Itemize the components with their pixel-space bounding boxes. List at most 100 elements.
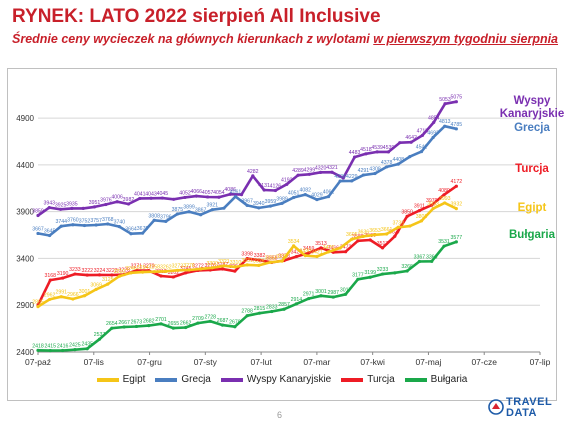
data-label: 3266: [401, 264, 413, 270]
data-label: 3757: [90, 218, 102, 224]
data-label: 2815: [254, 306, 266, 312]
data-point: [442, 244, 446, 248]
data-point: [454, 207, 458, 211]
data-point: [233, 265, 238, 269]
data-point: [273, 188, 278, 193]
data-label: 3310: [230, 260, 242, 266]
data-point: [430, 259, 434, 263]
data-point: [184, 325, 188, 330]
data-point: [307, 251, 311, 255]
data-label: 3976: [100, 198, 112, 204]
data-label: 3321: [218, 259, 230, 265]
data-label: 4045: [157, 191, 169, 197]
data-point: [82, 294, 87, 298]
data-point: [338, 246, 342, 250]
data-label: 3233: [69, 267, 81, 273]
data-point: [270, 309, 274, 314]
data-point: [280, 201, 284, 205]
data-label: 4813: [439, 119, 451, 125]
data-label: 2655: [168, 321, 180, 327]
data-point: [373, 171, 377, 176]
data-label: 4041: [134, 191, 146, 197]
data-point: [48, 348, 52, 353]
data-point: [110, 326, 114, 330]
series-end-label: Egipt: [518, 202, 547, 214]
data-point: [164, 269, 168, 273]
data-point: [420, 133, 425, 137]
data-label: 3326: [253, 258, 265, 264]
legend-swatch: [96, 377, 119, 382]
data-label: 4066: [191, 189, 203, 195]
data-label: 3359: [265, 255, 277, 261]
data-label: 3637: [389, 229, 401, 235]
data-point: [59, 295, 63, 299]
data-point: [343, 250, 348, 254]
data-point: [380, 246, 385, 250]
data-point: [443, 102, 447, 106]
data-label: 3850: [401, 209, 413, 215]
data-label: 3645: [44, 229, 56, 235]
data-label: 3513: [315, 241, 327, 247]
data-point: [431, 135, 435, 140]
data-label: 4229: [346, 174, 358, 180]
data-label: 3271: [131, 263, 143, 269]
x-tick-label: 07-kwi: [360, 357, 385, 367]
y-tick-label: 2900: [16, 301, 34, 310]
data-label: 2857: [278, 302, 290, 308]
data-label: 3331: [241, 258, 253, 264]
data-label: 2654: [106, 321, 118, 327]
data-point: [140, 231, 145, 235]
x-tick-label: 07-lip: [530, 357, 551, 367]
data-point: [319, 246, 323, 250]
data-label: 4320: [315, 165, 327, 171]
legend-label: Egipt: [122, 374, 146, 385]
data-label: 4226: [334, 174, 346, 180]
data-label: 4051: [288, 191, 300, 197]
data-point: [196, 321, 200, 325]
data-label: 2701: [155, 317, 167, 323]
data-label: 3459: [303, 246, 315, 252]
data-point: [71, 297, 75, 301]
data-point: [134, 324, 139, 329]
data-label: 3733: [392, 220, 404, 226]
data-label: 3744: [55, 219, 67, 225]
data-label: 4082: [299, 188, 311, 194]
data-label: 2914: [291, 297, 303, 303]
data-point: [443, 201, 447, 205]
x-tick-label: 07-lis: [84, 357, 104, 367]
data-label: 2833: [266, 304, 278, 310]
data-point: [115, 200, 119, 204]
data-point: [331, 295, 335, 299]
data-point: [106, 222, 110, 226]
data-label: 3959: [265, 199, 277, 205]
data-label: 2537: [94, 332, 106, 338]
chart-legend: Egipt Grecja Wyspy Kanaryjskie Turcja Bułgar…: [0, 374, 564, 385]
data-point: [233, 269, 237, 273]
data-label: 3276: [204, 263, 216, 269]
data-point: [171, 275, 175, 279]
subtitle-underlined: w pierwszym tygodniu sierpnia: [373, 32, 559, 46]
data-label: 3276: [183, 263, 195, 269]
data-label: 3398: [241, 252, 253, 258]
data-point: [350, 179, 354, 183]
data-point: [233, 325, 237, 329]
data-label: 2966: [67, 292, 79, 298]
data-label: 4029: [311, 193, 323, 199]
data-point: [147, 324, 151, 328]
series-end-label: Bułgaria: [509, 229, 556, 241]
x-tick-label: 07-mar: [303, 357, 330, 367]
data-point: [210, 208, 214, 212]
data-point: [48, 297, 52, 302]
data-point: [282, 307, 286, 311]
data-point: [239, 193, 244, 197]
page-number: 6: [277, 410, 283, 420]
series-end-label: Kanaryjskie: [500, 108, 564, 120]
data-point: [152, 218, 156, 222]
x-tick-label: 07-paź: [25, 357, 51, 367]
data-point: [152, 270, 156, 274]
data-point: [315, 197, 319, 202]
data-label: 3254: [137, 265, 149, 271]
data-point: [368, 275, 372, 279]
data-label: 3168: [45, 273, 57, 279]
